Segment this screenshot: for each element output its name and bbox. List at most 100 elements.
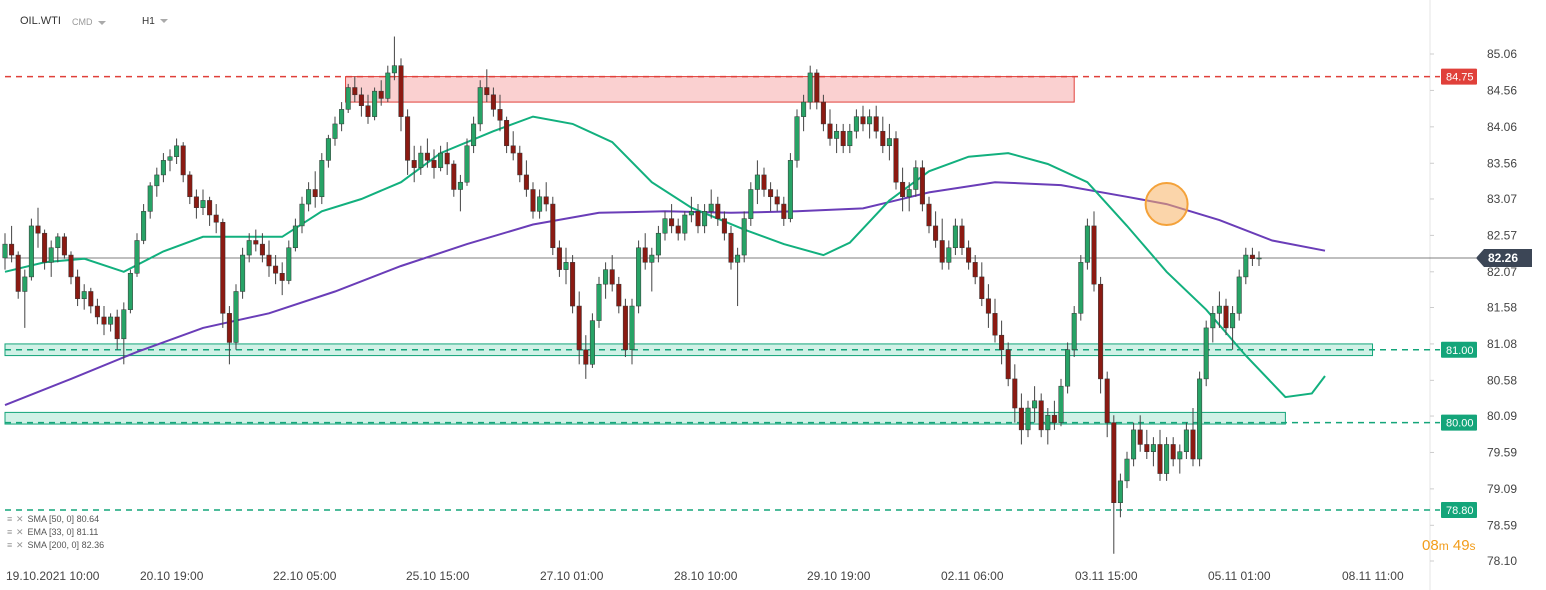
candle-body: [1111, 422, 1117, 503]
menu-icon: ≡: [7, 527, 13, 537]
candle-body: [794, 116, 800, 161]
candle-body: [867, 116, 873, 125]
candle-body: [207, 200, 213, 216]
candle-body: [1005, 349, 1011, 380]
indicator-ema33[interactable]: ≡ ✕ EMA [33, 0] 81.11: [7, 526, 104, 539]
candle-body: [411, 160, 417, 168]
candle-body: [418, 152, 424, 168]
candle-body: [972, 262, 978, 278]
level-badge-84.75: [1441, 68, 1477, 85]
countdown-seconds: 49: [1452, 537, 1470, 554]
candle-body: [504, 120, 510, 147]
candle-body: [556, 247, 562, 270]
y-tick-label: 79.09: [1487, 482, 1517, 496]
candle-body: [933, 225, 939, 241]
candle-body: [768, 189, 774, 198]
candle-body: [939, 240, 945, 263]
candle-body: [464, 145, 470, 183]
candle-body: [1124, 458, 1130, 482]
candle-body: [801, 101, 807, 117]
candle-body: [1131, 429, 1137, 460]
candle-body: [292, 225, 298, 249]
candle-body: [240, 254, 246, 292]
annotation-circle: [1144, 182, 1189, 227]
candle-body: [1012, 378, 1018, 409]
candle-body: [457, 181, 463, 190]
candle-body: [372, 90, 378, 117]
candle-body: [167, 156, 173, 161]
candle-body: [926, 203, 932, 227]
y-tick-label: 83.07: [1487, 192, 1517, 206]
candle-body: [682, 214, 688, 234]
candle-body: [735, 254, 741, 263]
candle-body: [873, 116, 879, 132]
indicator-legend: ≡ ✕ SMA [50, 0] 80.64 ≡ ✕ EMA [33, 0] 81.1…: [7, 513, 104, 552]
candle-body: [695, 211, 701, 227]
candle-body: [490, 94, 496, 110]
candle-body: [259, 243, 265, 256]
candle-body: [1045, 415, 1051, 431]
candle-body: [378, 90, 384, 99]
candle-body: [1236, 276, 1242, 314]
candle-body: [141, 211, 147, 241]
x-tick-label: 03.11 15:00: [1075, 569, 1138, 583]
candle-body: [919, 167, 925, 205]
indicator-label: EMA [33, 0]: [27, 527, 75, 537]
candle-body: [101, 316, 107, 325]
menu-icon: ≡: [7, 514, 13, 524]
candle-body: [1203, 327, 1209, 380]
candle-body: [61, 236, 67, 256]
x-tick-label: 25.10 15:00: [406, 569, 470, 583]
candle-body: [893, 138, 899, 183]
countdown-minutes: 08: [1422, 537, 1439, 554]
market-selector[interactable]: CMD: [72, 17, 106, 27]
chevron-down-icon: [159, 19, 168, 24]
candle-body: [48, 247, 54, 263]
candle-body: [405, 116, 411, 161]
close-icon[interactable]: ✕: [16, 540, 24, 550]
indicator-sma200[interactable]: ≡ ✕ SMA [200, 0] 82.36: [7, 539, 104, 552]
candle-body: [312, 189, 318, 198]
candle-body: [603, 269, 609, 285]
candle-body: [523, 174, 529, 190]
support-zone: [4, 411, 1286, 425]
candle-body: [702, 211, 708, 227]
candle-body: [741, 218, 747, 256]
close-icon[interactable]: ✕: [16, 527, 24, 537]
candle-body: [444, 152, 450, 165]
countdown-m-unit: m: [1438, 539, 1449, 553]
candle-body: [424, 152, 430, 161]
close-icon[interactable]: ✕: [16, 514, 24, 524]
candle-body: [675, 225, 681, 234]
y-tick-label: 80.58: [1487, 373, 1517, 387]
candle-body: [985, 298, 991, 314]
candle-body: [365, 105, 371, 117]
y-tick-label: 85.06: [1487, 47, 1517, 61]
candle-body: [121, 309, 127, 340]
candle-body: [246, 240, 252, 256]
candle-body: [1078, 262, 1084, 314]
indicator-label: SMA [200, 0]: [27, 540, 80, 550]
timeframe-selector[interactable]: H1: [142, 16, 168, 27]
candle-body: [530, 189, 536, 212]
candle-body: [273, 265, 279, 274]
timeframe-label: H1: [142, 16, 155, 27]
candle-body: [1190, 429, 1196, 460]
candle-body: [1098, 283, 1104, 380]
candle-body: [906, 189, 912, 198]
candle-body: [787, 160, 793, 219]
candle-body: [1164, 444, 1170, 474]
candle-body: [853, 116, 859, 132]
candle-body: [1084, 225, 1090, 263]
indicator-sma50[interactable]: ≡ ✕ SMA [50, 0] 80.64: [7, 513, 104, 526]
y-tick-label: 79.59: [1487, 445, 1517, 459]
candle-body: [900, 181, 906, 198]
candle-body: [979, 276, 985, 300]
candle-body: [319, 160, 325, 198]
level-label: 84.75: [1446, 72, 1474, 84]
candle-body: [728, 232, 734, 263]
level-label: 81.00: [1446, 345, 1474, 357]
candle-body: [1038, 400, 1044, 431]
candle-body: [55, 236, 61, 249]
